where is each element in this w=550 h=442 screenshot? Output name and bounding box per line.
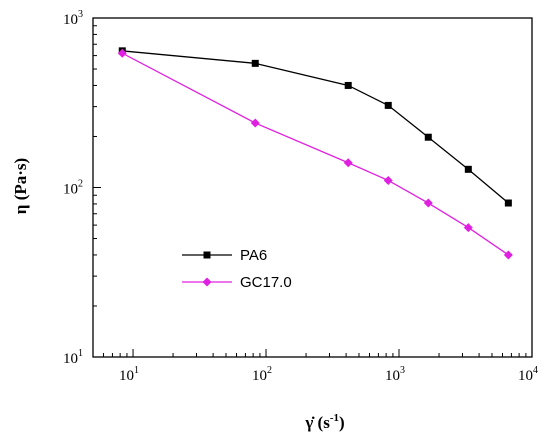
data-point [504, 199, 512, 207]
x-axis-ticks: 101 102 103 104 [92, 349, 538, 384]
x-tick-label: 103 [385, 365, 405, 384]
data-point [503, 250, 513, 260]
legend-label: PA6 [240, 247, 267, 264]
series-gc17-0 [117, 48, 513, 260]
series-pa6 [118, 47, 512, 207]
x-tick-label: 102 [252, 365, 272, 384]
data-point [117, 48, 127, 58]
data-point [384, 101, 392, 109]
data-point [251, 59, 259, 67]
legend-marker [202, 277, 212, 287]
x-tick-label: 101 [119, 365, 139, 384]
data-point [383, 175, 393, 185]
legend-marker [203, 251, 211, 259]
y-axis-label: η (Pa·s) [11, 158, 30, 214]
series-line [121, 52, 509, 256]
x-tick-label: 104 [518, 365, 538, 384]
y-tick-label: 103 [63, 9, 83, 28]
data-point [423, 198, 433, 208]
data-point [343, 158, 353, 168]
plot-border [92, 17, 533, 358]
data-point [463, 223, 473, 233]
series-layer [117, 47, 513, 260]
y-axis-ticks: 101 102 103 [63, 9, 101, 367]
x-axis-label-close: ) [339, 413, 345, 432]
legend: PA6 GC17.0 [182, 247, 292, 291]
data-point [250, 118, 260, 128]
y-tick-label: 101 [63, 348, 83, 367]
legend-label: GC17.0 [240, 274, 292, 291]
x-axis-label-main: γ̇ (s [304, 413, 330, 432]
x-axis-label-sup: -1 [330, 412, 339, 424]
plot-frame [92, 17, 533, 358]
data-point [464, 165, 472, 173]
data-point [344, 81, 352, 89]
y-tick-label: 102 [63, 179, 83, 198]
series-line [122, 50, 509, 204]
x-axis-label: γ̇ (s-1) [304, 412, 344, 432]
data-point [424, 133, 432, 141]
